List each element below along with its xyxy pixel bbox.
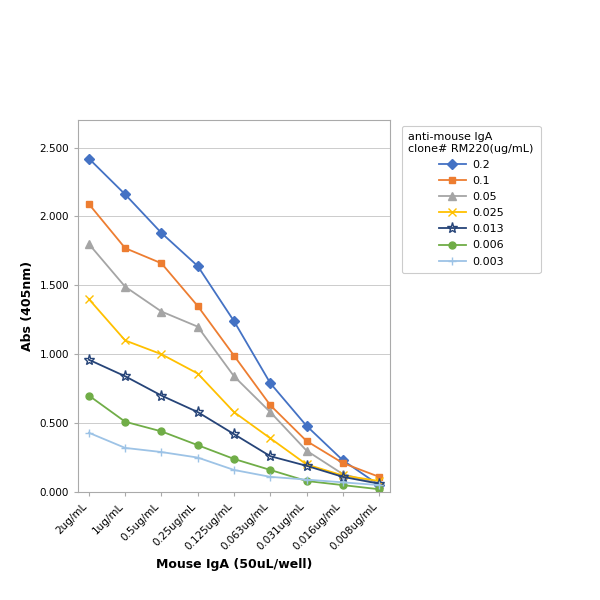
0.003	[194, 454, 202, 461]
0.006	[230, 455, 238, 463]
0.2	[339, 457, 346, 464]
0.1	[85, 200, 92, 208]
0.003	[376, 482, 383, 489]
0.1	[376, 473, 383, 481]
0.05	[266, 409, 274, 416]
0.1	[122, 245, 129, 252]
0.025	[85, 296, 92, 303]
0.003	[230, 466, 238, 473]
0.1	[303, 437, 310, 445]
0.013	[266, 452, 274, 460]
0.025	[158, 350, 165, 358]
0.2	[158, 229, 165, 236]
0.2	[194, 262, 202, 269]
0.025	[230, 409, 238, 416]
0.05	[122, 283, 129, 290]
Line: 0.006: 0.006	[85, 392, 383, 493]
0.006	[376, 485, 383, 493]
0.003	[266, 473, 274, 481]
Line: 0.013: 0.013	[83, 354, 385, 489]
0.006	[339, 482, 346, 489]
0.003	[122, 445, 129, 452]
0.05	[303, 447, 310, 454]
0.1	[194, 302, 202, 310]
0.006	[85, 392, 92, 399]
0.2	[303, 422, 310, 430]
0.1	[230, 352, 238, 359]
0.025	[194, 370, 202, 377]
0.006	[122, 418, 129, 425]
X-axis label: Mouse IgA (50uL/well): Mouse IgA (50uL/well)	[156, 558, 312, 571]
0.013	[230, 431, 238, 438]
Legend: 0.2, 0.1, 0.05, 0.025, 0.013, 0.006, 0.003: 0.2, 0.1, 0.05, 0.025, 0.013, 0.006, 0.0…	[402, 125, 541, 273]
Y-axis label: Abs (405nm): Abs (405nm)	[21, 261, 34, 351]
0.025	[122, 337, 129, 344]
0.1	[266, 401, 274, 409]
0.003	[339, 479, 346, 486]
Line: 0.1: 0.1	[85, 200, 383, 481]
0.013	[339, 473, 346, 481]
0.05	[376, 480, 383, 487]
0.025	[303, 461, 310, 468]
0.025	[339, 472, 346, 479]
0.006	[303, 478, 310, 485]
0.013	[158, 392, 165, 399]
0.003	[303, 476, 310, 483]
0.006	[266, 466, 274, 473]
0.013	[194, 409, 202, 416]
0.2	[122, 191, 129, 198]
0.003	[85, 429, 92, 436]
0.003	[158, 448, 165, 455]
0.013	[85, 356, 92, 364]
0.2	[230, 317, 238, 325]
0.05	[339, 470, 346, 478]
0.006	[194, 442, 202, 449]
0.05	[230, 373, 238, 380]
0.013	[122, 373, 129, 380]
0.05	[85, 241, 92, 248]
0.05	[194, 323, 202, 330]
0.2	[85, 155, 92, 162]
Line: 0.025: 0.025	[85, 295, 383, 485]
0.006	[158, 428, 165, 435]
0.013	[376, 480, 383, 487]
Line: 0.003: 0.003	[85, 428, 383, 489]
Line: 0.2: 0.2	[85, 155, 383, 488]
0.05	[158, 308, 165, 315]
0.025	[376, 478, 383, 485]
0.2	[376, 482, 383, 489]
0.025	[266, 434, 274, 442]
0.1	[339, 460, 346, 467]
Line: 0.05: 0.05	[85, 240, 383, 488]
0.1	[158, 260, 165, 267]
0.013	[303, 462, 310, 469]
0.2	[266, 380, 274, 387]
